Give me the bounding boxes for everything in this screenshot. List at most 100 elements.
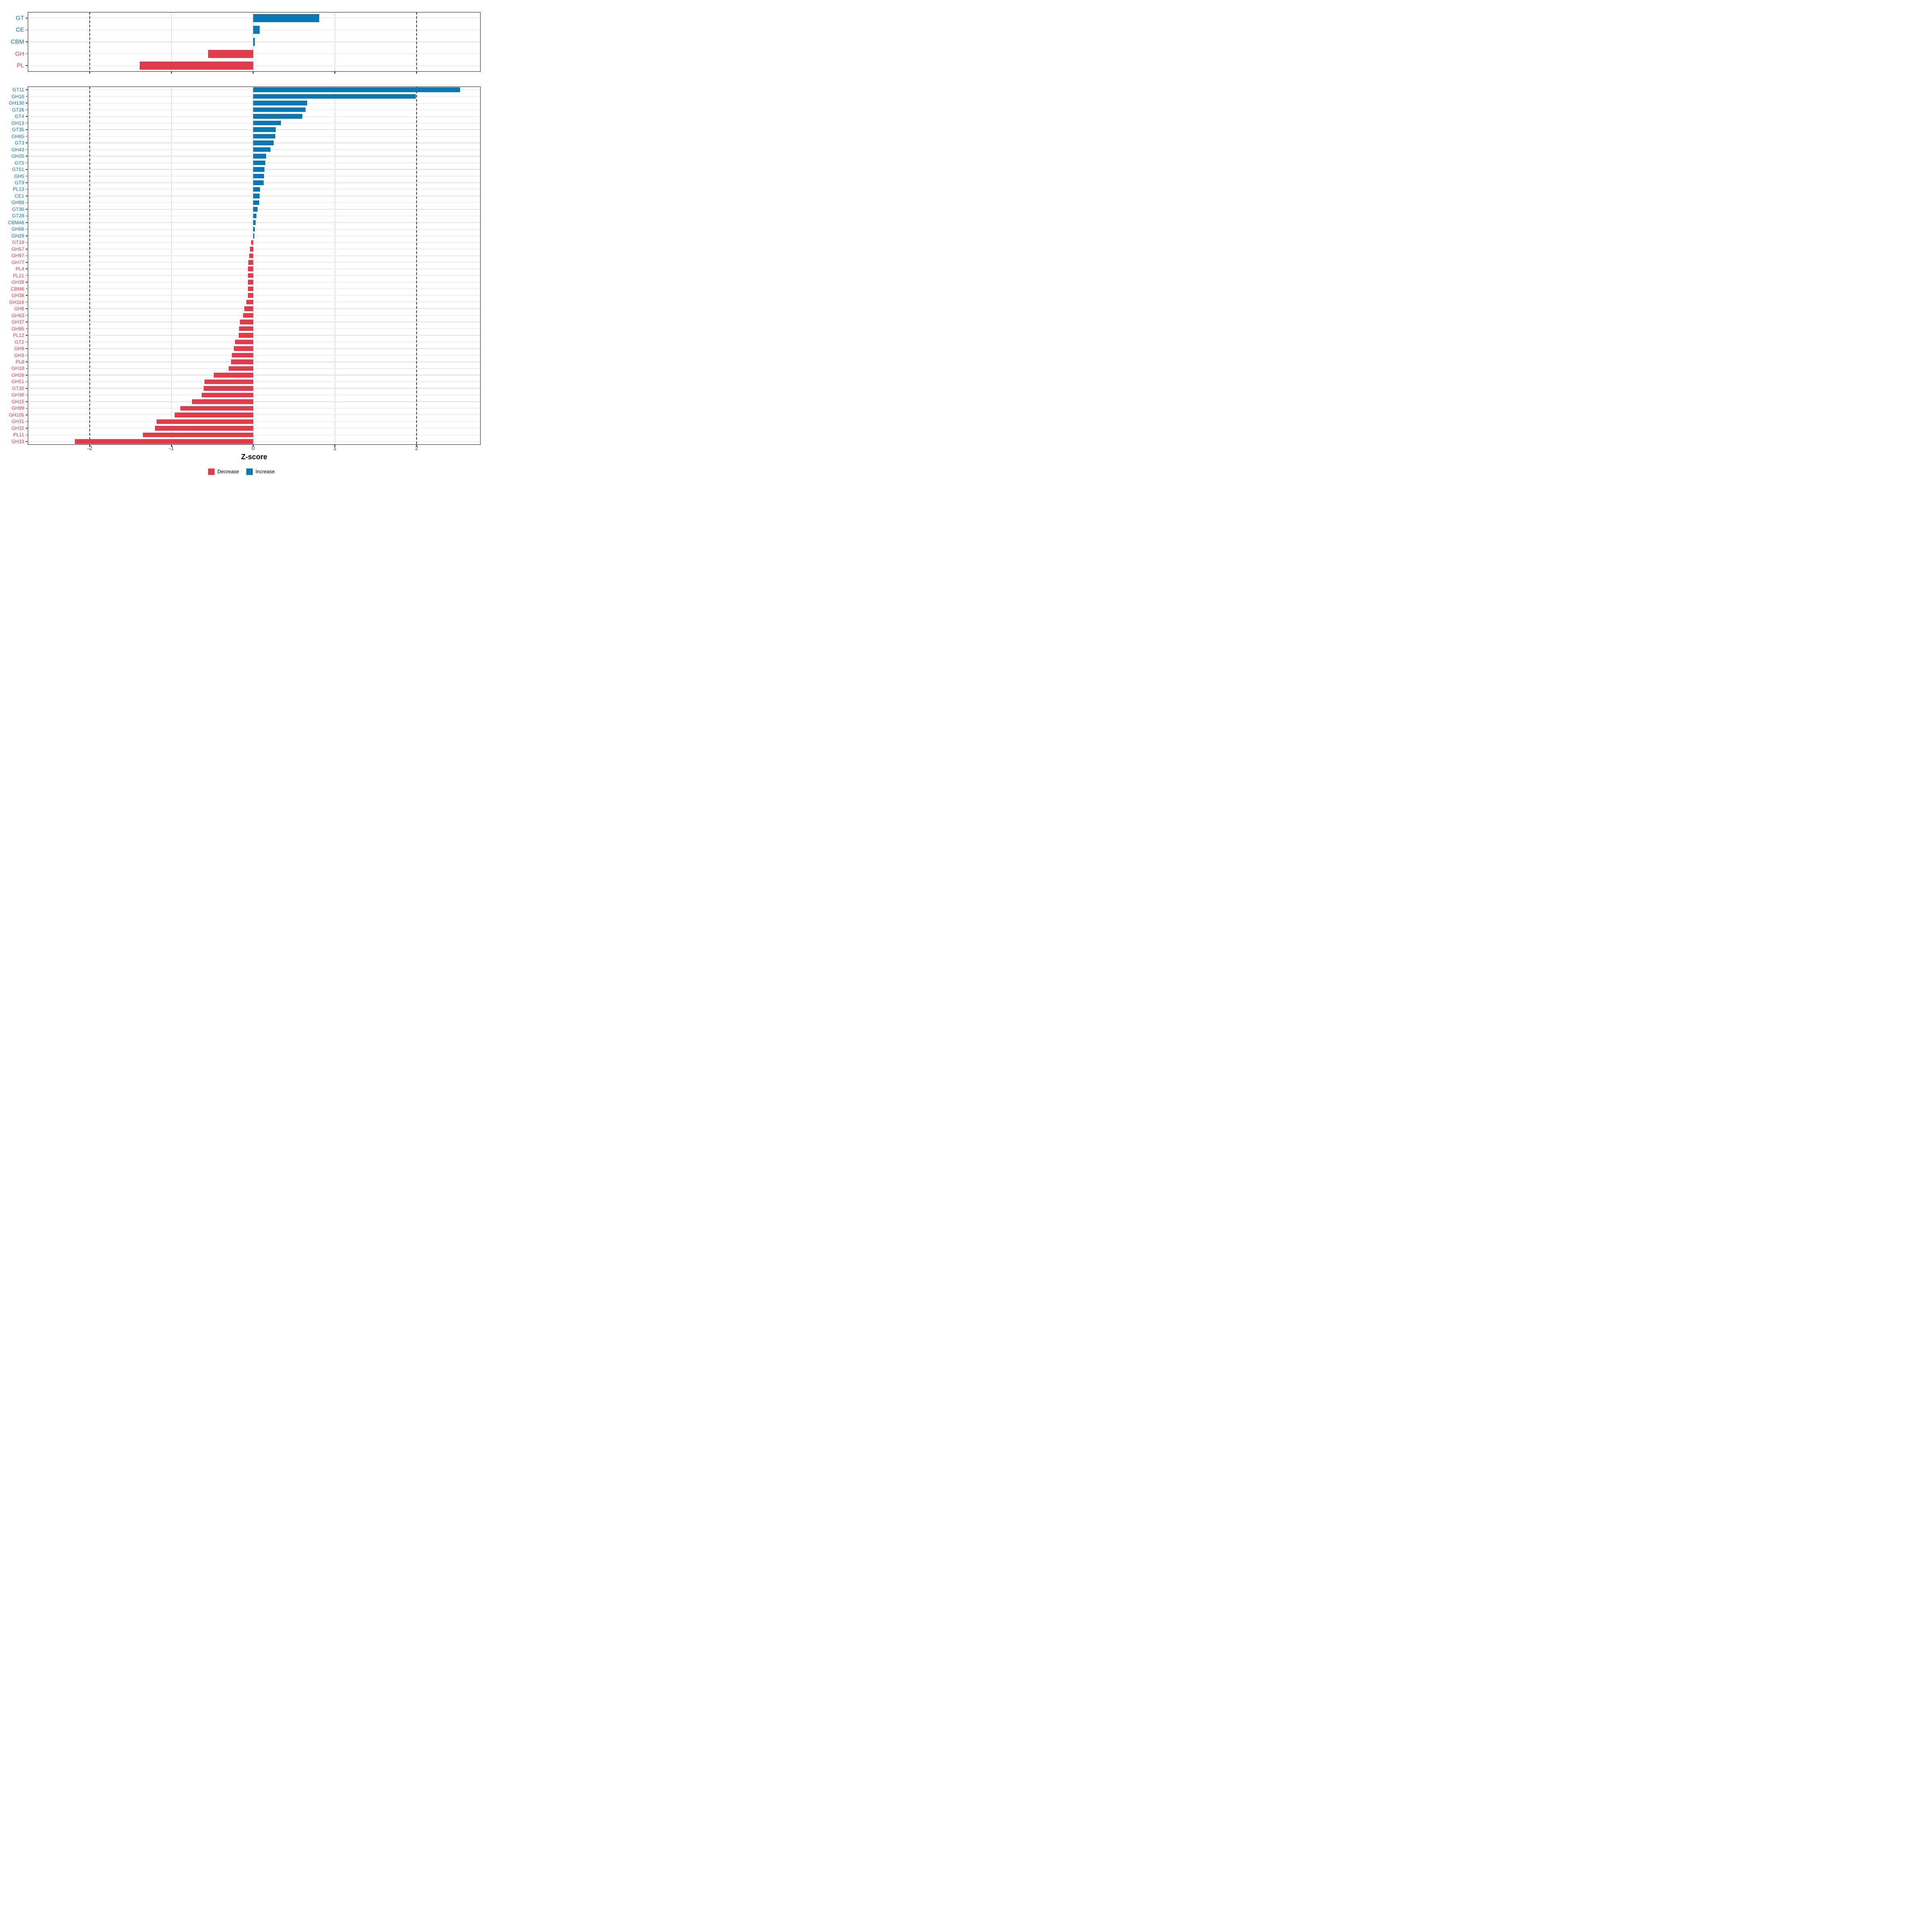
bar-PL13 bbox=[253, 187, 260, 192]
bar-CBM bbox=[253, 38, 255, 46]
x-tick-mark bbox=[253, 72, 254, 74]
y-tick-GT51 bbox=[25, 169, 27, 170]
y-tick-GH65 bbox=[25, 136, 27, 137]
y-tick-GT bbox=[25, 18, 27, 19]
y-tick-GH29 bbox=[25, 235, 27, 236]
y-tick-GH39 bbox=[25, 282, 27, 283]
y-tick-GT30 bbox=[25, 209, 27, 210]
y-label-GH116: GH116 bbox=[9, 299, 24, 305]
y-tick-GH9 bbox=[25, 348, 27, 349]
y-label-PL21: PL21 bbox=[12, 272, 24, 279]
y-label-GH3: GH3 bbox=[14, 352, 24, 358]
y-label-GT20: GT20 bbox=[12, 385, 24, 391]
y-tick-GH88 bbox=[25, 202, 27, 203]
bar-GT51 bbox=[253, 167, 265, 172]
y-tick-GH30 bbox=[25, 394, 27, 396]
x-tick-mark bbox=[89, 72, 90, 74]
y-tick-GH116 bbox=[25, 301, 27, 303]
y-tick-CE bbox=[25, 29, 27, 31]
bar-GT35 bbox=[253, 127, 276, 132]
y-tick-GH66 bbox=[25, 229, 27, 230]
y-label-CBM48: CBM48 bbox=[8, 219, 24, 225]
y-tick-GH16 bbox=[25, 96, 27, 97]
bar-GT4 bbox=[253, 114, 302, 119]
y-label-GH29: GH29 bbox=[11, 233, 24, 239]
y-tick-PL bbox=[25, 65, 27, 66]
y-tick-PL21 bbox=[25, 275, 27, 276]
bar-GH57 bbox=[250, 247, 253, 252]
bar-GH130 bbox=[253, 101, 307, 105]
y-tick-GH57 bbox=[25, 249, 27, 250]
bar-GH3 bbox=[232, 353, 253, 358]
bar-PL12 bbox=[239, 333, 253, 338]
bar-PL11 bbox=[142, 432, 253, 438]
y-label-GT4: GT4 bbox=[14, 114, 24, 120]
y-label-GH57: GH57 bbox=[11, 246, 24, 252]
bar-GT28 bbox=[253, 213, 256, 219]
y-label-GT3: GT3 bbox=[14, 140, 24, 146]
y-tick-GH32 bbox=[25, 428, 27, 429]
y-tick-GT26 bbox=[25, 109, 27, 110]
bar-GH18 bbox=[228, 366, 253, 371]
bar-GT26 bbox=[253, 107, 305, 112]
gridline-horizontal bbox=[28, 242, 481, 243]
legend-label-increase: Increase bbox=[255, 469, 275, 475]
gridline-horizontal bbox=[28, 408, 481, 409]
x-tick-mark bbox=[334, 445, 335, 447]
y-label-GT11: GT11 bbox=[12, 87, 24, 93]
bar-GT11 bbox=[253, 87, 460, 92]
y-label-GT26: GT26 bbox=[12, 107, 24, 113]
bar-GH37 bbox=[240, 320, 253, 324]
bar-GH5 bbox=[253, 173, 264, 179]
legend-swatch-increase bbox=[246, 469, 253, 475]
y-tick-GH77 bbox=[25, 262, 27, 263]
bar-GT19 bbox=[251, 240, 253, 245]
x-tick-mark bbox=[253, 445, 254, 447]
bar-GH43 bbox=[253, 147, 270, 152]
y-tick-GH26 bbox=[25, 375, 27, 376]
bar-GH31 bbox=[157, 419, 253, 424]
y-label-GT2: GT2 bbox=[14, 339, 24, 345]
gridline-horizontal bbox=[28, 308, 481, 309]
x-tick-label: -2 bbox=[87, 445, 93, 451]
bar-GH8 bbox=[244, 306, 253, 311]
legend-swatch-decrease bbox=[208, 469, 215, 475]
y-label-GH5: GH5 bbox=[14, 173, 24, 179]
y-tick-GH38 bbox=[25, 295, 27, 296]
y-label-GH15: GH15 bbox=[11, 398, 24, 405]
bar-GH77 bbox=[248, 260, 253, 265]
dashed-reference-line bbox=[416, 12, 417, 72]
y-label-GH20: GH20 bbox=[11, 153, 24, 159]
gridline-horizontal bbox=[28, 368, 481, 369]
y-label-GH32: GH32 bbox=[11, 425, 24, 431]
x-tick-label: 1 bbox=[333, 445, 336, 451]
y-label-PL12: PL12 bbox=[12, 332, 24, 339]
y-label-GT5: GT5 bbox=[14, 160, 24, 166]
y-tick-GH15 bbox=[25, 401, 27, 402]
y-label-GH77: GH77 bbox=[11, 259, 24, 265]
legend-item-decrease: Decrease bbox=[208, 469, 239, 475]
y-label-GH97: GH97 bbox=[11, 253, 24, 259]
bar-PL8 bbox=[231, 359, 253, 364]
bar-GT9 bbox=[253, 180, 264, 185]
bar-GT3 bbox=[253, 140, 274, 145]
bar-CBM48 bbox=[253, 220, 256, 225]
y-tick-GT20 bbox=[25, 388, 27, 389]
y-label-GH39: GH39 bbox=[11, 279, 24, 285]
bar-GH16 bbox=[253, 94, 416, 99]
bar-GH26 bbox=[213, 373, 253, 378]
bar-PL4 bbox=[248, 266, 253, 271]
y-tick-GH8 bbox=[25, 308, 27, 309]
bar-GT bbox=[253, 14, 320, 22]
y-label-GT51: GT51 bbox=[12, 167, 24, 173]
y-label-GH30: GH30 bbox=[11, 392, 24, 398]
x-tick-mark bbox=[334, 72, 335, 74]
y-tick-CBM bbox=[25, 41, 27, 42]
y-label-GH9: GH9 bbox=[14, 346, 24, 352]
y-tick-GH43 bbox=[25, 149, 27, 150]
y-label-GH66: GH66 bbox=[11, 226, 24, 232]
bar-GH63 bbox=[243, 313, 253, 318]
y-tick-PL11 bbox=[25, 434, 27, 436]
y-tick-PL13 bbox=[25, 189, 27, 190]
bar-GH9 bbox=[234, 346, 253, 351]
